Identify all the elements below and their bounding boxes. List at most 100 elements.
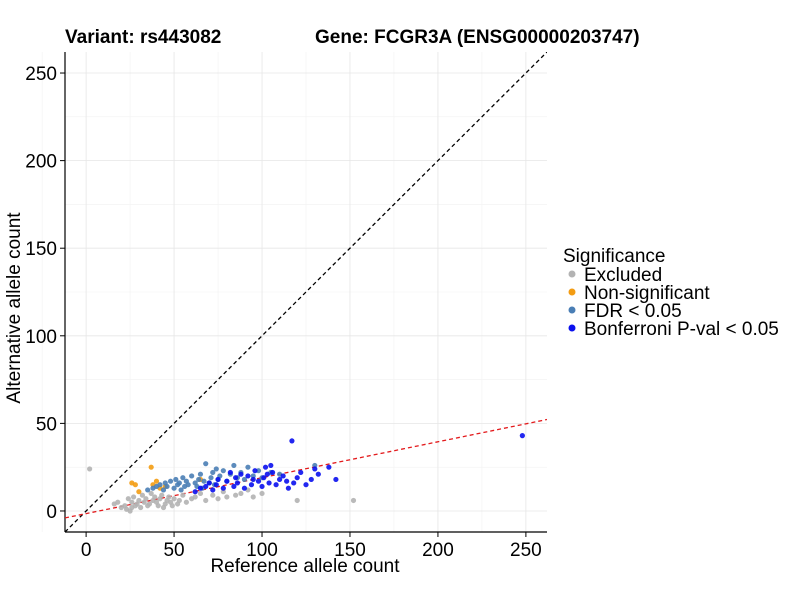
data-point: [201, 478, 207, 484]
data-point: [160, 487, 167, 493]
data-point: [269, 469, 276, 476]
y-tick-label: 50: [36, 414, 57, 435]
legend: Significance ExcludedNon-significantFDR …: [563, 246, 779, 340]
data-point: [196, 476, 202, 483]
data-point: [152, 494, 158, 500]
x-tick-label: 150: [334, 540, 366, 561]
data-point: [171, 485, 177, 491]
data-point: [250, 494, 256, 500]
data-point: [148, 464, 154, 470]
data-point: [231, 483, 237, 490]
chart-title-variant: Variant: rs443082: [65, 27, 221, 48]
series-excluded: [87, 466, 357, 514]
data-point: [233, 475, 239, 481]
legend-swatch: [568, 270, 576, 278]
plot-area: 0 50 100 150 200 250 0 50 100 150 200 250: [25, 52, 547, 561]
data-point: [143, 496, 149, 502]
data-point: [153, 478, 160, 484]
data-point: [180, 492, 186, 498]
data-point: [189, 473, 195, 479]
series-fdr-0-05: [145, 461, 318, 493]
data-point: [241, 485, 248, 491]
data-point: [210, 487, 216, 493]
data-point: [224, 494, 230, 500]
data-point: [197, 471, 204, 477]
data-point: [157, 482, 163, 488]
data-point: [192, 494, 198, 500]
reference-line-fit: [65, 418, 547, 519]
data-point: [294, 497, 300, 504]
data-point: [180, 475, 186, 481]
data-point: [155, 503, 161, 509]
chart-title-gene: Gene: FCGR3A (ENSG00000203747): [315, 27, 640, 48]
series-non-significant: [129, 464, 204, 495]
data-point: [250, 476, 256, 483]
data-point: [252, 468, 258, 474]
data-point: [132, 482, 138, 488]
data-point: [519, 433, 525, 439]
data-point: [178, 487, 184, 493]
x-tick-label: 200: [422, 540, 454, 561]
data-point: [166, 494, 172, 500]
data-point: [171, 496, 177, 502]
data-point: [139, 492, 146, 498]
data-point: [185, 482, 191, 488]
x-tick-label: 0: [81, 540, 92, 561]
data-point: [350, 497, 357, 504]
data-point: [312, 466, 318, 472]
data-point: [259, 490, 265, 497]
data-point: [264, 471, 270, 477]
data-point: [159, 492, 165, 498]
data-point: [241, 476, 248, 483]
data-point: [280, 473, 286, 479]
legend-swatch: [568, 324, 576, 332]
y-tick-label: 200: [25, 152, 57, 173]
data-point: [303, 482, 309, 488]
data-point: [273, 482, 279, 488]
data-point: [146, 501, 153, 507]
data-point: [255, 478, 262, 484]
data-point: [115, 499, 121, 505]
y-tick-label: 0: [46, 502, 57, 523]
legend-entry-label: Bonferroni P-val < 0.05: [584, 319, 779, 340]
legend-entry-label: Non-significant: [584, 283, 710, 304]
data-point: [129, 499, 135, 505]
data-point: [203, 483, 209, 490]
x-tick-label: 250: [510, 540, 542, 561]
data-point: [208, 475, 214, 481]
data-point: [245, 473, 251, 479]
data-point: [176, 480, 182, 486]
data-point: [220, 468, 226, 474]
legend-swatch: [568, 306, 576, 314]
data-point: [210, 469, 216, 476]
data-point: [224, 478, 230, 484]
y-tick-label: 250: [25, 64, 57, 85]
y-tick-label: 100: [25, 327, 57, 348]
data-point: [238, 471, 244, 477]
data-point: [234, 480, 240, 486]
data-point: [167, 478, 174, 484]
data-point: [259, 483, 265, 490]
data-point: [284, 478, 290, 484]
data-point: [164, 483, 170, 490]
data-point: [233, 492, 239, 498]
data-point: [213, 466, 219, 472]
data-point: [245, 464, 251, 470]
data-point: [277, 476, 283, 483]
y-tick-label: 150: [25, 239, 57, 260]
data-point: [308, 476, 314, 483]
data-point: [326, 464, 332, 470]
legend-entry-label: FDR < 0.05: [584, 301, 682, 322]
data-point: [136, 497, 142, 504]
data-point: [210, 492, 216, 498]
data-point: [248, 482, 255, 488]
data-point: [266, 480, 272, 486]
data-point: [173, 476, 179, 483]
data-point: [203, 461, 209, 467]
data-point: [131, 494, 137, 500]
data-point: [176, 497, 182, 504]
data-point: [238, 490, 244, 497]
data-point: [285, 485, 292, 491]
data-point: [268, 462, 274, 469]
